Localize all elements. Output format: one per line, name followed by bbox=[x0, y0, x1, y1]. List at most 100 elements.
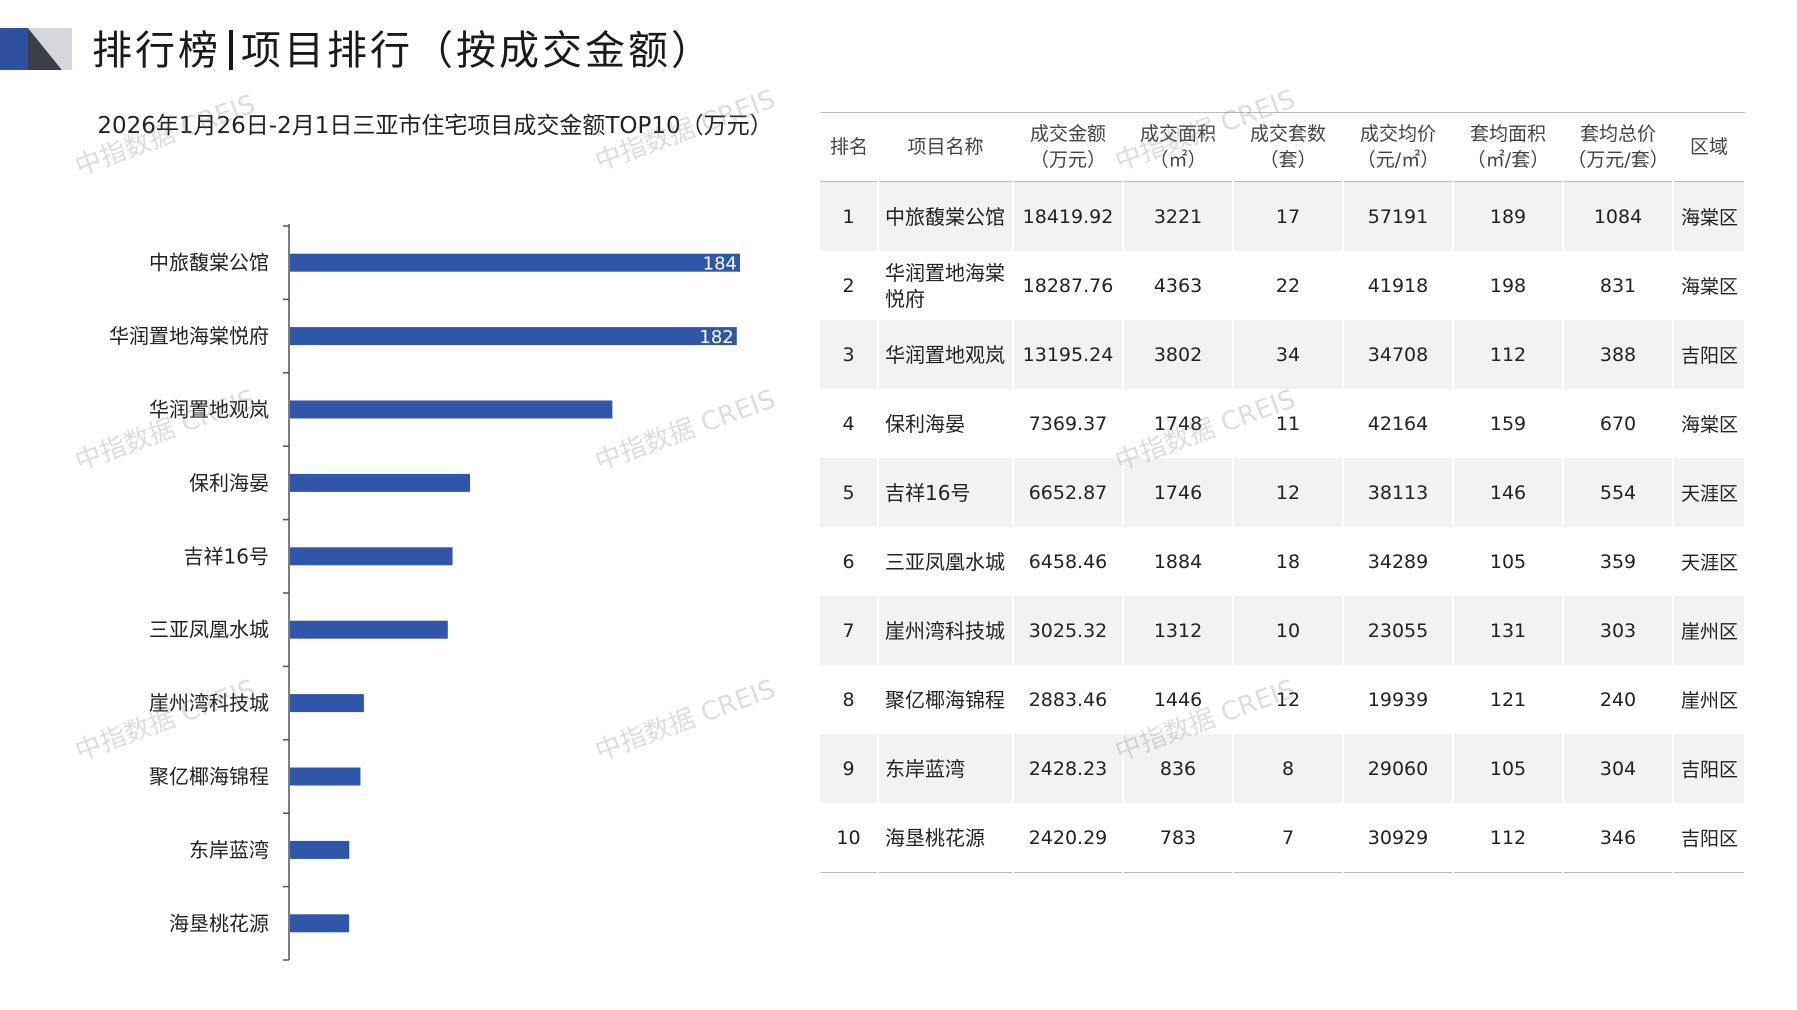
cell-district: 崖州区 bbox=[1673, 665, 1746, 734]
column-header: 成交面积 （㎡） bbox=[1123, 112, 1233, 182]
table-row: 7 崖州湾科技城 3025.32 1312 10 23055 131 303 崖州区 bbox=[820, 596, 1746, 665]
column-header-label: 套均面积 bbox=[1469, 123, 1546, 145]
cell-price: 34289 bbox=[1343, 527, 1454, 596]
cell-rank: 3 bbox=[820, 320, 879, 389]
bar bbox=[290, 840, 350, 859]
cell-rank: 10 bbox=[820, 803, 879, 873]
cell-units: 12 bbox=[1233, 665, 1344, 734]
cell-district: 海棠区 bbox=[1673, 389, 1746, 458]
cell-name: 中旅馥棠公馆 bbox=[878, 181, 1014, 251]
cell-avg-total: 554 bbox=[1563, 458, 1674, 527]
cell-avg-total: 831 bbox=[1563, 251, 1674, 320]
bar bbox=[290, 694, 364, 713]
cell-amount: 3025.32 bbox=[1013, 596, 1124, 665]
cell-amount: 13195.24 bbox=[1013, 320, 1124, 389]
cell-price: 34708 bbox=[1343, 320, 1454, 389]
cell-avg-total: 240 bbox=[1563, 665, 1674, 734]
column-header-label: 区域 bbox=[1689, 136, 1728, 158]
cell-avg-area: 112 bbox=[1453, 320, 1564, 389]
table-row: 10 海垦桃花源 2420.29 783 7 30929 112 346 吉阳区 bbox=[820, 803, 1746, 873]
cell-avg-total: 303 bbox=[1563, 596, 1674, 665]
cell-area: 836 bbox=[1123, 734, 1234, 803]
column-header: 成交均价 （元/㎡） bbox=[1343, 112, 1453, 182]
cell-rank: 2 bbox=[820, 251, 879, 320]
cell-avg-area: 198 bbox=[1453, 251, 1564, 320]
cell-area: 783 bbox=[1123, 803, 1234, 873]
cell-avg-total: 670 bbox=[1563, 389, 1674, 458]
bar bbox=[290, 767, 361, 786]
category-label: 崖州湾科技城 bbox=[149, 691, 269, 715]
cell-units: 12 bbox=[1233, 458, 1344, 527]
bar bbox=[290, 400, 613, 419]
bar bbox=[290, 253, 740, 272]
column-header-unit: （元/㎡） bbox=[1356, 149, 1440, 171]
cell-price: 42164 bbox=[1343, 389, 1454, 458]
cell-units: 11 bbox=[1233, 389, 1344, 458]
column-header-label: 项目名称 bbox=[907, 136, 984, 158]
table-row: 2 华润置地海棠悦府 18287.76 4363 22 41918 198 831 海棠区 bbox=[820, 251, 1746, 320]
cell-units: 7 bbox=[1233, 803, 1344, 873]
column-header: 项目名称 bbox=[878, 112, 1013, 182]
cell-units: 17 bbox=[1233, 181, 1344, 251]
cell-rank: 7 bbox=[820, 596, 879, 665]
title-separator bbox=[229, 30, 233, 70]
cell-price: 30929 bbox=[1343, 803, 1454, 873]
cell-name: 崖州湾科技城 bbox=[878, 596, 1014, 665]
cell-price: 23055 bbox=[1343, 596, 1454, 665]
category-label: 中旅馥棠公馆 bbox=[149, 251, 269, 275]
cell-name: 三亚凤凰水城 bbox=[878, 527, 1014, 596]
cell-name: 吉祥16号 bbox=[878, 458, 1014, 527]
bar-data-label: 182 bbox=[699, 327, 733, 348]
cell-area: 3802 bbox=[1123, 320, 1234, 389]
column-header-unit: （万元/套） bbox=[1567, 149, 1669, 171]
column-header-unit: （㎡/套） bbox=[1466, 149, 1550, 171]
chart-title: 2026年1月26日-2月1日三亚市住宅项目成交金额TOP10（万元） bbox=[97, 113, 773, 139]
cell-district: 吉阳区 bbox=[1673, 320, 1746, 389]
table-row: 5 吉祥16号 6652.87 1746 12 38113 146 554 天涯区 bbox=[820, 458, 1746, 527]
cell-area: 1746 bbox=[1123, 458, 1234, 527]
cell-district: 海棠区 bbox=[1673, 251, 1746, 320]
cell-name: 聚亿椰海锦程 bbox=[878, 665, 1014, 734]
cell-area: 1312 bbox=[1123, 596, 1234, 665]
cell-district: 海棠区 bbox=[1673, 181, 1746, 251]
cell-amount: 2428.23 bbox=[1013, 734, 1124, 803]
cell-rank: 1 bbox=[820, 181, 879, 251]
column-header: 套均面积 （㎡/套） bbox=[1453, 112, 1563, 182]
cell-price: 57191 bbox=[1343, 181, 1454, 251]
page-title-topic: 项目排行（按成交金额） bbox=[241, 28, 714, 74]
page-title-section: 排行榜 bbox=[92, 28, 221, 74]
cell-area: 1446 bbox=[1123, 665, 1234, 734]
cell-area: 3221 bbox=[1123, 181, 1234, 251]
cell-district: 崖州区 bbox=[1673, 596, 1746, 665]
bar bbox=[290, 620, 448, 639]
cell-district: 吉阳区 bbox=[1673, 734, 1746, 803]
cell-name: 东岸蓝湾 bbox=[878, 734, 1014, 803]
bar bbox=[290, 473, 471, 492]
category-label: 海垦桃花源 bbox=[169, 911, 269, 935]
column-header: 排名 bbox=[820, 112, 878, 182]
category-label: 华润置地海棠悦府 bbox=[109, 324, 269, 348]
column-header-label: 成交均价 bbox=[1359, 123, 1436, 145]
cell-avg-total: 359 bbox=[1563, 527, 1674, 596]
cell-amount: 6652.87 bbox=[1013, 458, 1124, 527]
cell-units: 18 bbox=[1233, 527, 1344, 596]
cell-district: 天涯区 bbox=[1673, 527, 1746, 596]
cell-units: 34 bbox=[1233, 320, 1344, 389]
category-label: 聚亿椰海锦程 bbox=[149, 765, 269, 789]
cell-avg-total: 346 bbox=[1563, 803, 1674, 873]
table-row: 9 东岸蓝湾 2428.23 836 8 29060 105 304 吉阳区 bbox=[820, 734, 1746, 803]
cell-rank: 8 bbox=[820, 665, 879, 734]
cell-units: 10 bbox=[1233, 596, 1344, 665]
bar bbox=[290, 914, 350, 933]
column-header-unit: （㎡） bbox=[1149, 149, 1207, 171]
column-header: 套均总价 （万元/套） bbox=[1563, 112, 1673, 182]
cell-amount: 6458.46 bbox=[1013, 527, 1124, 596]
column-header-label: 成交面积 bbox=[1139, 123, 1216, 145]
cell-amount: 2883.46 bbox=[1013, 665, 1124, 734]
cell-avg-area: 189 bbox=[1453, 181, 1564, 251]
column-header: 成交金额 （万元） bbox=[1013, 112, 1123, 182]
column-header-unit: （万元） bbox=[1029, 149, 1106, 171]
table-row: 6 三亚凤凰水城 6458.46 1884 18 34289 105 359 天涯区 bbox=[820, 527, 1746, 596]
header-logo-icon bbox=[0, 28, 72, 70]
cell-district: 吉阳区 bbox=[1673, 803, 1746, 873]
